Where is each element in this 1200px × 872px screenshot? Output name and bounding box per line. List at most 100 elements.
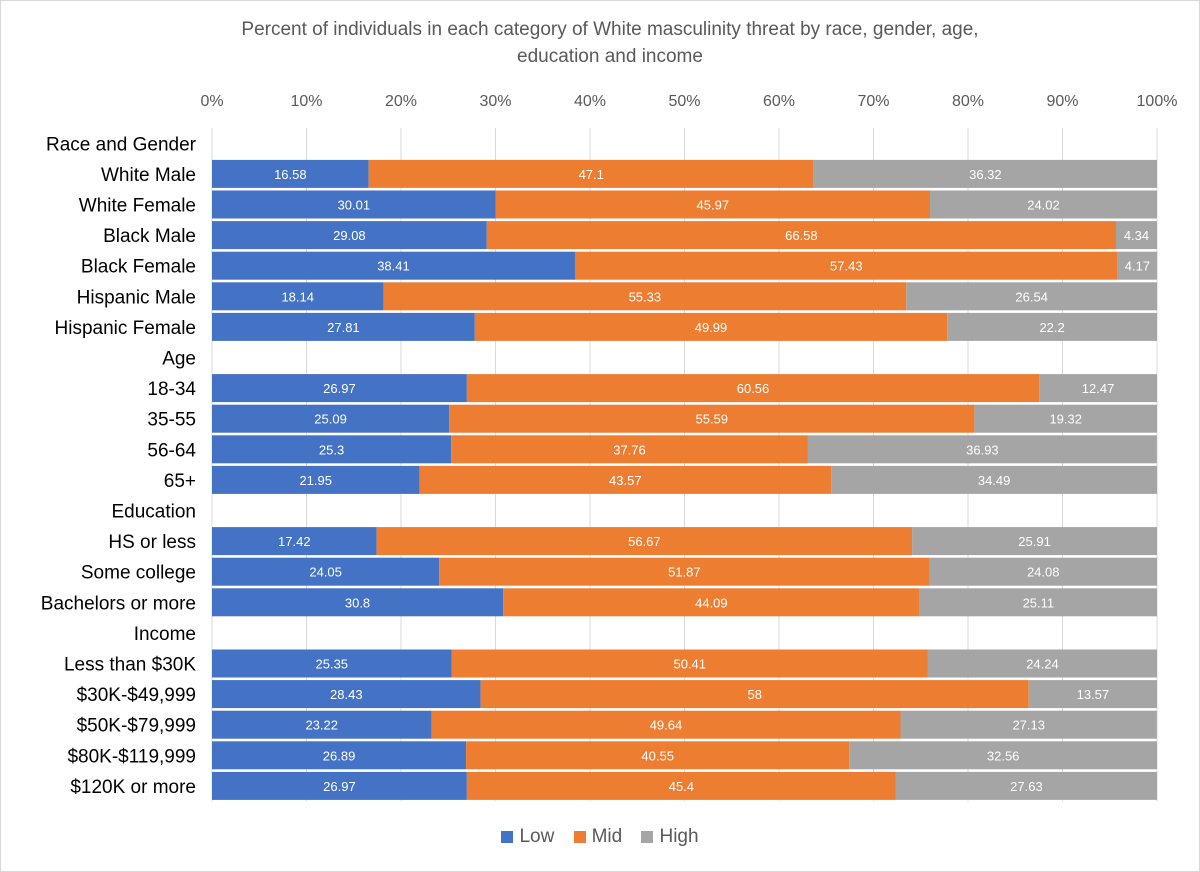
bar-high-56-64[interactable]: [807, 435, 1157, 464]
bar-high-black-male[interactable]: [1115, 221, 1157, 250]
x-tick-label: 60%: [763, 93, 795, 110]
category-label-age: Age: [162, 349, 196, 370]
data-labels: 16.58 47.1 36.32 30.01 45.97 24.02 29.08 66.58 4…: [274, 167, 1150, 794]
bar-low-white-male[interactable]: [212, 159, 369, 188]
bar-high-18-34[interactable]: [1039, 374, 1157, 403]
bar-low-hispanic-male[interactable]: [212, 282, 384, 311]
legend-swatch-low: [501, 831, 514, 843]
data-label-high-35-55: 19.32: [1049, 412, 1082, 427]
data-label-mid-black-female: 57.43: [830, 259, 863, 274]
bar-low-120k-or-more[interactable]: [212, 771, 467, 800]
data-label-high-65: 34.49: [978, 473, 1011, 488]
bar-low-black-male[interactable]: [212, 221, 487, 250]
category-label-black-female: Black Female: [81, 257, 196, 278]
data-label-mid-less-than-30k: 50.41: [673, 657, 706, 672]
data-label-high-hs-or-less: 25.91: [1018, 534, 1051, 549]
bar-mid-hs-or-less[interactable]: [376, 527, 913, 556]
bar-high-30k-49-999[interactable]: [1028, 680, 1157, 709]
bar-low-35-55[interactable]: [212, 404, 450, 433]
data-label-high-30k-49-999: 13.57: [1077, 687, 1110, 702]
data-label-low-white-female: 30.01: [338, 198, 371, 213]
bar-high-hispanic-female[interactable]: [947, 312, 1157, 341]
legend-item-mid[interactable]: Mid: [573, 826, 622, 848]
data-label-high-18-34: 12.47: [1082, 381, 1115, 396]
bar-low-80k-119-999[interactable]: [212, 741, 467, 770]
data-label-low-black-female: 38.41: [377, 259, 410, 274]
bar-mid-bachelors-or-more[interactable]: [503, 588, 920, 617]
legend-label-low: Low: [519, 826, 555, 847]
category-label-race-and-gender: Race and Gender: [46, 134, 197, 155]
legend-item-low[interactable]: Low: [501, 826, 554, 848]
bar-mid-white-female[interactable]: [495, 190, 931, 219]
data-label-low-some-college: 24.05: [309, 565, 342, 580]
bar-high-black-female[interactable]: [1117, 251, 1158, 280]
data-label-mid-65: 43.57: [609, 473, 642, 488]
data-label-high-black-female: 4.17: [1125, 259, 1150, 274]
bar-mid-30k-49-999[interactable]: [480, 680, 1029, 709]
bar-mid-18-34[interactable]: [466, 374, 1040, 403]
bar-high-less-than-30k[interactable]: [927, 649, 1157, 678]
legend-item-high[interactable]: High: [641, 826, 699, 848]
bar-mid-65[interactable]: [419, 465, 832, 494]
bar-low-65[interactable]: [212, 465, 420, 494]
data-label-low-hs-or-less: 17.42: [278, 534, 311, 549]
category-label-50k-79-999: $50K-$79,999: [77, 716, 196, 737]
bar-mid-80k-119-999[interactable]: [466, 741, 850, 770]
bar-high-50k-79-999[interactable]: [900, 710, 1157, 739]
bar-mid-black-female[interactable]: [574, 251, 1118, 280]
data-label-high-120k-or-more: 27.63: [1010, 779, 1043, 794]
bar-mid-hispanic-male[interactable]: [383, 282, 907, 311]
data-label-mid-white-female: 45.97: [697, 198, 730, 213]
bar-high-white-male[interactable]: [813, 159, 1157, 188]
bar-low-white-female[interactable]: [212, 190, 496, 219]
data-label-low-65: 21.95: [299, 473, 332, 488]
bar-high-white-female[interactable]: [930, 190, 1157, 219]
data-label-high-hispanic-female: 22.2: [1039, 320, 1064, 335]
category-label-35-55: 35-55: [147, 410, 196, 431]
category-label-120k-or-more: $120K or more: [70, 777, 196, 798]
bar-low-less-than-30k[interactable]: [212, 649, 452, 678]
bar-mid-black-male[interactable]: [486, 221, 1116, 250]
data-label-mid-some-college: 51.87: [668, 565, 701, 580]
data-label-high-bachelors-or-more: 25.11: [1023, 595, 1055, 610]
x-tick-label: 70%: [857, 93, 889, 110]
bar-high-some-college[interactable]: [929, 557, 1157, 586]
x-tick-label: 50%: [668, 93, 700, 110]
bar-mid-white-male[interactable]: [368, 159, 814, 188]
category-label-80k-119-999: $80K-$119,999: [67, 746, 196, 767]
x-tick-label: 30%: [479, 93, 511, 110]
bar-high-120k-or-more[interactable]: [895, 771, 1157, 800]
bar-low-hispanic-female[interactable]: [212, 312, 475, 341]
category-label-education: Education: [111, 502, 196, 523]
bar-mid-56-64[interactable]: [451, 435, 808, 464]
chart-title: Percent of individuals in each category …: [150, 16, 1070, 70]
bar-high-65[interactable]: [831, 465, 1158, 494]
bar-mid-less-than-30k[interactable]: [451, 649, 928, 678]
data-label-mid-white-male: 47.1: [579, 167, 604, 182]
data-label-low-white-male: 16.58: [274, 167, 307, 182]
bar-high-80k-119-999[interactable]: [849, 741, 1157, 770]
category-label-hispanic-female: Hispanic Female: [55, 318, 197, 339]
bar-mid-120k-or-more[interactable]: [466, 771, 896, 800]
bar-low-18-34[interactable]: [212, 374, 467, 403]
x-tick-label: 40%: [574, 93, 606, 110]
bar-low-bachelors-or-more[interactable]: [212, 588, 504, 617]
bar-high-35-55[interactable]: [974, 404, 1157, 433]
bar-high-bachelors-or-more[interactable]: [919, 588, 1157, 617]
bar-high-hispanic-male[interactable]: [906, 282, 1158, 311]
bar-low-50k-79-999[interactable]: [212, 710, 432, 739]
bar-low-some-college[interactable]: [212, 557, 440, 586]
legend: Low Mid High: [0, 826, 1200, 849]
bar-mid-hispanic-female[interactable]: [474, 312, 948, 341]
bar-low-30k-49-999[interactable]: [212, 680, 481, 709]
x-tick-label: 90%: [1046, 93, 1078, 110]
data-label-low-50k-79-999: 23.22: [305, 718, 338, 733]
bar-high-hs-or-less[interactable]: [912, 527, 1157, 556]
bar-mid-some-college[interactable]: [439, 557, 930, 586]
bar-mid-50k-79-999[interactable]: [431, 710, 901, 739]
bar-low-black-female[interactable]: [212, 251, 575, 280]
chart-title-line-1: Percent of individuals in each category …: [241, 19, 979, 40]
bar-mid-35-55[interactable]: [449, 404, 975, 433]
bar-low-hs-or-less[interactable]: [212, 527, 377, 556]
bar-low-56-64[interactable]: [212, 435, 452, 464]
